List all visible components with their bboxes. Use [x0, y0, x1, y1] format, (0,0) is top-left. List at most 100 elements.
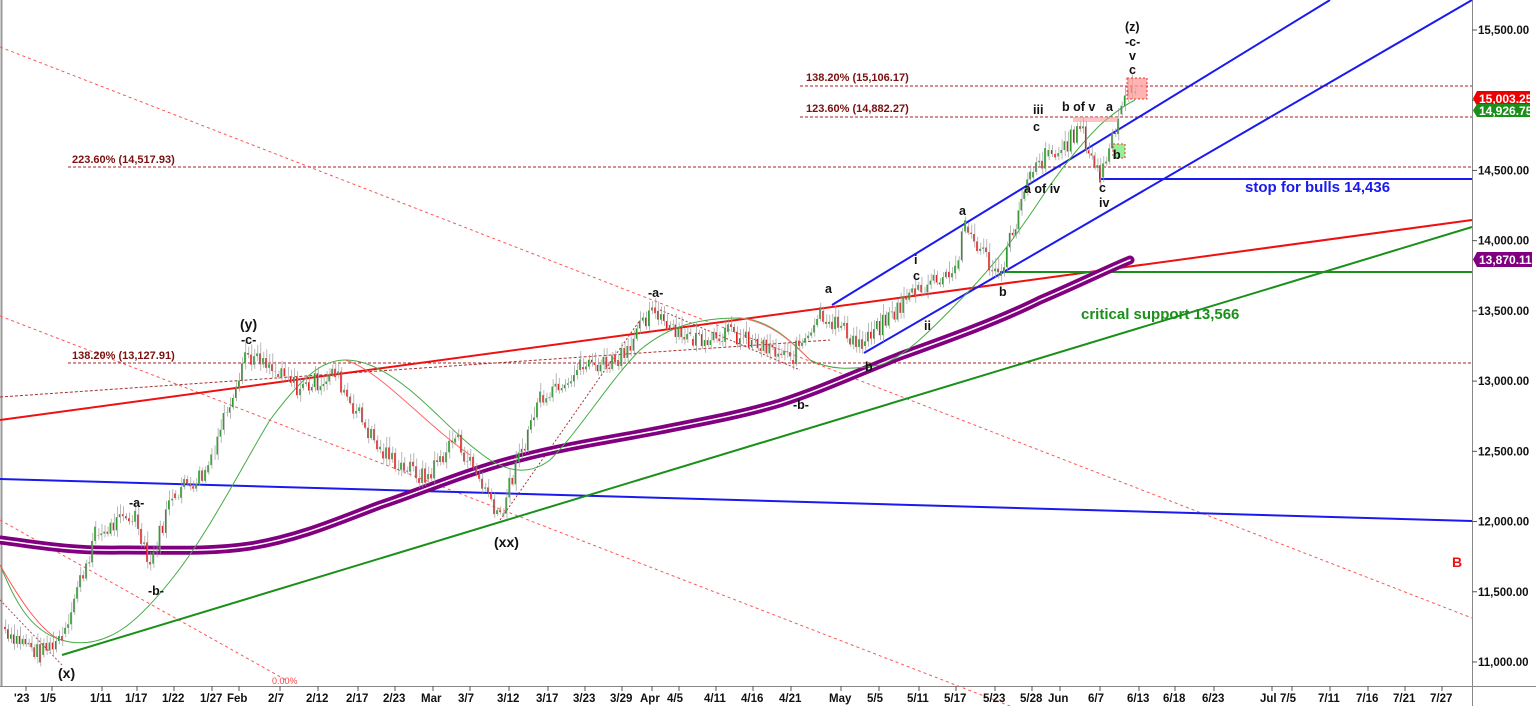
price-tag-last [1473, 91, 1530, 106]
fib-label-138-lower: 138.20% (13,127.91) [72, 350, 175, 362]
x-tick-label: 7/11 [1318, 693, 1340, 705]
x-tick-label: 7/27 [1430, 693, 1452, 705]
blue-long-trendline [0, 478, 1473, 522]
zero-pct-label: 0.00% [272, 676, 298, 686]
svg-text:15,003.25: 15,003.25 [1479, 92, 1533, 106]
price-tag-short-ma [1473, 104, 1530, 117]
x-tick-label: 5/23 [983, 693, 1005, 705]
svg-text:(xx): (xx) [494, 534, 519, 550]
svg-text:b of v: b of v [1062, 100, 1095, 114]
svg-text:-a-: -a- [648, 286, 663, 300]
x-tick-label: 4/5 [667, 693, 684, 705]
green-rising-trendline [61, 226, 1473, 656]
y-tick-label: 12,000.00 [1478, 517, 1529, 529]
x-tick-label: 6/7 [1088, 693, 1104, 705]
svg-text:b: b [1113, 148, 1121, 162]
critical-support-label: critical support 13,566 [1081, 306, 1239, 323]
y-tick-label: 13,000.00 [1478, 376, 1529, 388]
svg-text:ii: ii [924, 319, 931, 333]
x-tick-label: 5/17 [944, 693, 966, 705]
dotted-xx-to-a [499, 319, 641, 521]
x-tick-label: 3/17 [536, 693, 558, 705]
svg-text:-c-: -c- [1125, 35, 1140, 49]
svg-text:a of iv: a of iv [1024, 182, 1060, 196]
price-candles [4, 74, 1137, 667]
svg-text:i: i [914, 253, 917, 267]
x-tick-label: 4/16 [741, 693, 763, 705]
target-zone-box [1126, 77, 1148, 100]
x-tick-label: Apr [640, 693, 660, 705]
fib-label-138-upper: 138.20% (15,106.17) [806, 72, 909, 84]
x-tick-label: 3/7 [458, 693, 474, 705]
svg-text:a: a [825, 282, 833, 296]
y-tick-label: 11,000.00 [1478, 657, 1529, 669]
fib-label-123: 123.60% (14,882.27) [806, 103, 909, 115]
x-tick-label: Jun [1048, 693, 1068, 705]
price-tag-long-ma [1473, 252, 1532, 267]
b-marker: B [1452, 554, 1462, 570]
svg-text:-b-: -b- [148, 584, 164, 598]
x-tick-label: 1/11 [90, 693, 112, 705]
stop-for-bulls-label: stop for bulls 14,436 [1245, 179, 1390, 196]
x-tick-label: 7/5 [1280, 693, 1297, 705]
svg-text:-c-: -c- [241, 333, 256, 347]
svg-text:(y): (y) [240, 316, 257, 332]
wave-b-box [1112, 143, 1126, 159]
svg-text:-a-: -a- [129, 496, 144, 510]
svg-text:13,870.11: 13,870.11 [1479, 253, 1532, 267]
x-axis-ticks: '23 1/5 1/11 1/17 1/22 1/27 Feb 2/7 2/12 2/17 2/23… [14, 686, 1452, 705]
y-tick-label: 14,000.00 [1478, 236, 1529, 248]
svg-text:iii: iii [1033, 103, 1043, 117]
svg-text:c: c [913, 269, 920, 283]
y-tick-label: 14,500.00 [1478, 165, 1529, 177]
dotted-a-to-b [659, 309, 801, 371]
b-of-v-zone [1073, 117, 1118, 122]
x-tick-label: 2/12 [306, 693, 328, 705]
svg-text:v: v [1129, 49, 1136, 63]
long-moving-average [0, 255, 1135, 555]
x-tick-label: 7/16 [1356, 693, 1378, 705]
svg-text:c: c [1129, 63, 1136, 77]
x-tick-label: 7/21 [1393, 693, 1416, 705]
x-tick-label: 5/11 [907, 693, 929, 705]
x-tick-label: 4/11 [704, 693, 726, 705]
x-tick-label: 2/7 [268, 693, 284, 705]
x-tick-label: 1/27 [200, 693, 222, 705]
x-tick-label: 3/29 [610, 693, 632, 705]
x-tick-label: 3/12 [497, 693, 519, 705]
y-tick-label: 11,500.00 [1478, 587, 1529, 599]
x-tick-label: 6/18 [1163, 693, 1186, 705]
svg-text:a: a [1106, 100, 1114, 114]
x-tick-label: 5/28 [1020, 693, 1043, 705]
x-tick-label: 4/21 [779, 693, 802, 705]
x-tick-label: 2/23 [383, 693, 405, 705]
svg-text:(z): (z) [1125, 20, 1140, 34]
svg-text:14,926.75: 14,926.75 [1479, 104, 1533, 118]
svg-text:c: c [1099, 181, 1106, 195]
x-tick-label: 1/5 [40, 693, 57, 705]
x-tick-label: 5/5 [867, 693, 884, 705]
x-tick-label: May [829, 693, 852, 705]
x-tick-label: 6/13 [1127, 693, 1149, 705]
x-tick-label: 3/23 [573, 693, 595, 705]
x-tick-label: '23 [14, 693, 30, 705]
svg-text:b: b [865, 360, 873, 374]
x-to-low-dotted [0, 599, 63, 666]
wave-labels: (x) -a- -b- (y) -c- (xx) -a- -b- a b i c… [58, 20, 1140, 681]
x-tick-label: Jul [1260, 693, 1277, 705]
x-tick-label: 2/17 [346, 693, 368, 705]
svg-text:a: a [959, 204, 967, 218]
x-tick-label: 6/23 [1202, 693, 1224, 705]
svg-text:c: c [1033, 120, 1040, 134]
y-tick-label: 12,500.00 [1478, 446, 1529, 458]
svg-text:-b-: -b- [793, 398, 809, 412]
svg-text:(x): (x) [58, 665, 75, 681]
y-tick-label: 15,500.00 [1478, 25, 1529, 37]
y-tick-label: 13,500.00 [1478, 306, 1529, 318]
x-tick-label: 1/22 [162, 693, 184, 705]
x-tick-label: Feb [227, 693, 247, 705]
svg-text:b: b [999, 285, 1007, 299]
price-tags: 15,003.25 14,926.75 13,870.11 [1473, 91, 1533, 267]
x-tick-label: 1/17 [125, 693, 147, 705]
